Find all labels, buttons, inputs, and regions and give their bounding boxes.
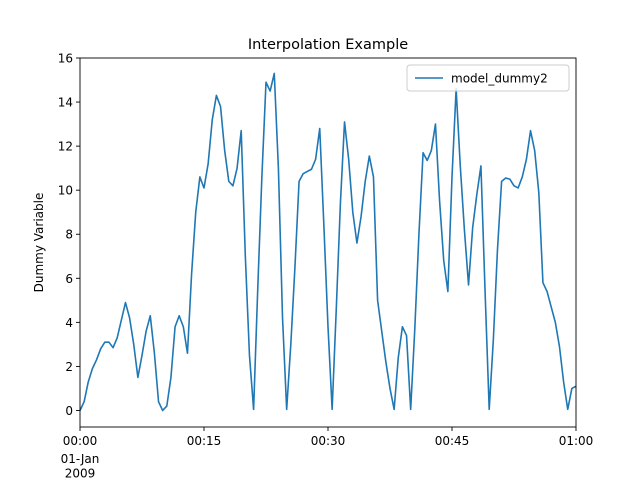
y-tick-label: 0: [65, 404, 73, 418]
x-tick-label: 00:45: [435, 434, 470, 448]
x-tick-label: 01:00: [559, 434, 594, 448]
x-tick-sublabel-line: 01-Jan: [61, 452, 100, 466]
y-tick-label: 8: [65, 228, 73, 242]
y-tick-label: 4: [65, 316, 73, 330]
x-tick-label: 00:30: [311, 434, 346, 448]
legend-box: [406, 64, 570, 92]
y-axis-label: Dummy Variable: [32, 193, 46, 293]
legend-label: model_dummy2: [451, 72, 548, 86]
y-tick-label: 2: [65, 360, 73, 374]
legend: model_dummy2: [406, 64, 570, 92]
x-tick-label: 00:00: [63, 434, 98, 448]
series-line-model_dummy2: [79, 72, 577, 412]
plot-area: 0 2 4 6 8 10 12 14 16 00:00 01-Jan 2009 00:15 00:30 00…: [58, 52, 594, 481]
y-tick-label: 10: [58, 184, 73, 198]
x-tick-label: 00:15: [187, 434, 222, 448]
x-tick-sublabel-line: 2009: [65, 467, 96, 481]
x-tick-sublabel: 01-Jan 2009: [61, 452, 100, 480]
chart-title: Interpolation Example: [248, 37, 408, 53]
y-tick-label: 14: [58, 96, 73, 110]
y-tick-label: 12: [58, 140, 73, 154]
y-tick-label: 6: [65, 272, 73, 286]
y-tick-label: 16: [58, 52, 73, 66]
